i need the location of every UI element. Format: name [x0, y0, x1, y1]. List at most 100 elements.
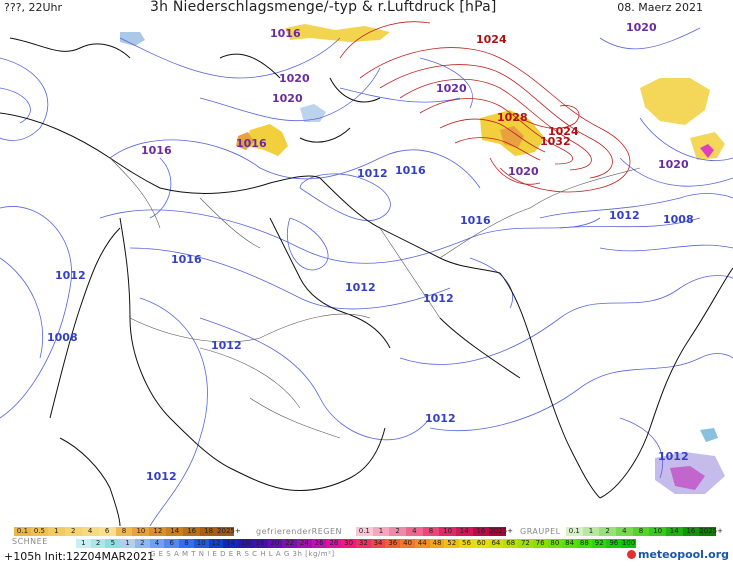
total-scale-step: 48	[429, 539, 445, 548]
snow-scale-step: 12	[149, 527, 167, 536]
graupel-scale-step: 14	[665, 527, 683, 536]
isobar-label: 1012	[423, 292, 454, 305]
total-scale-step: 68	[503, 539, 519, 548]
total-scale-step: 18	[252, 539, 268, 548]
graupel-scale-step: 8	[632, 527, 650, 536]
freezing-rain-scale-step: 16	[472, 527, 490, 536]
total-scale-step: 24	[297, 539, 312, 548]
rain-area	[700, 428, 718, 442]
brand-logo: meteopool.org	[627, 548, 729, 561]
total-scale-label: G E S A M T N I E D E R S C H L A G 3h […	[150, 550, 335, 558]
logo-icon	[627, 550, 636, 559]
total-scale-step: 96	[606, 539, 622, 548]
map-header: ???, 22Uhr 3h Niederschlagsmenge/-typ & …	[0, 0, 733, 18]
total-scale-step: 100	[621, 539, 636, 548]
total-scale-step: 88	[576, 539, 592, 548]
snow-scale-step: 4	[81, 527, 99, 536]
isobar-label: 1012	[146, 470, 177, 483]
snow-scale-step: 14	[166, 527, 184, 536]
isobar-label: 1032	[540, 135, 571, 148]
isobar-label: 1012	[211, 339, 242, 352]
snow-scale-step: 2025+	[217, 527, 241, 536]
graupel-scale-label: GRAUPEL	[520, 527, 561, 536]
model-run-label: +105h Init:12Z04MAR2021	[4, 550, 155, 563]
total-scale-step: 2	[134, 539, 150, 548]
total-scale-step: 12	[208, 539, 224, 548]
freezing-rain-scale-step: 8	[422, 527, 440, 536]
freezing-rain-scale-step: 1	[372, 527, 390, 536]
isobar-label: 1020	[626, 21, 657, 34]
total-scale-step: 92	[591, 539, 607, 548]
total-scale-step: 44	[414, 539, 430, 548]
isobar-label: 1028	[497, 111, 528, 124]
isobar-label: 1016	[141, 144, 172, 157]
graupel-scale-step: 2025+	[699, 527, 723, 536]
total-scale-step: 5	[105, 539, 121, 548]
total-scale-step: 2	[90, 539, 106, 548]
total-scale-step: 20	[267, 539, 283, 548]
brand-name: meteopool.org	[638, 548, 729, 561]
total-scale-step: 34	[370, 539, 386, 548]
freezing-rain-scale-step: 2025+	[489, 527, 513, 536]
freezing-rain-scale-step: 0.1	[356, 527, 373, 536]
isobar-label: 1024	[548, 125, 579, 138]
snow-scale-step: 16	[183, 527, 201, 536]
total-scale-step: 26	[311, 539, 327, 548]
precipitation-legend: 0.1 0.5 1 2 4 6 8 10 12 14 16 18 2025+ SCHNEE gefrie…	[0, 526, 733, 566]
graupel-scale-step: 0.1	[566, 527, 583, 536]
freezing-rain-scale-label: gefrierenderREGEN	[256, 527, 342, 536]
total-scale-step: 32	[355, 539, 371, 548]
freezing-rain-scale-step: 2	[389, 527, 406, 536]
isobar-label: 1016	[460, 214, 491, 227]
isobar-label: 1020	[279, 72, 310, 85]
graupel-scale: 0.1 1 2 4 8 10 14 16 2025+	[566, 527, 723, 536]
total-scale-step: 1	[120, 539, 135, 548]
isobar-label: 1012	[609, 209, 640, 222]
total-scale-step: 76	[532, 539, 548, 548]
isobar-label: 1012	[357, 167, 388, 180]
map-title: 3h Niederschlagsmenge/-typ & r.Luftdruck…	[150, 0, 497, 15]
isobar-label: 1008	[47, 331, 78, 344]
isobar-lines-low	[0, 27, 733, 526]
freezing-rain-scale-step: 10	[439, 527, 456, 536]
isobar-label: 1016	[236, 137, 267, 150]
total-scale-step: 8	[179, 539, 194, 548]
isobar-label: 1024	[476, 33, 507, 46]
valid-time-label: ???, 22Uhr	[4, 1, 63, 14]
isobar-label: 1012	[658, 450, 689, 463]
freezing-rain-scale-step: 4	[405, 527, 423, 536]
snow-scale-step: 1	[47, 527, 65, 536]
total-scale-step: 80	[547, 539, 563, 548]
borders	[109, 157, 641, 439]
total-scale-step: 36	[385, 539, 401, 548]
rain-area	[300, 104, 326, 122]
total-scale-step: 10	[193, 539, 209, 548]
total-scale-step: 14	[223, 539, 239, 548]
total-scale-step: 4	[149, 539, 165, 548]
total-scale-step: 22	[282, 539, 298, 548]
snow-scale-label: SCHNEE	[12, 537, 48, 546]
coastlines	[0, 37, 733, 526]
total-scale-step: 30	[341, 539, 356, 548]
isobar-label: 1008	[663, 213, 694, 226]
total-scale-step: 64	[488, 539, 504, 548]
valid-date: 08. Maerz 2021	[617, 1, 703, 14]
isobar-label: 1012	[55, 269, 86, 282]
snow-scale-step: 10	[132, 527, 150, 536]
total-scale-step: 28	[326, 539, 342, 548]
rain-area	[670, 466, 705, 490]
graupel-scale-step: 16	[682, 527, 700, 536]
isobar-label: 1020	[436, 82, 467, 95]
isobar-label: 1016	[171, 253, 202, 266]
isobar-label: 1020	[508, 165, 539, 178]
snow-scale-step: 0.1	[14, 527, 31, 536]
map-canvas	[0, 21, 733, 526]
rain-area	[120, 32, 145, 46]
total-scale-step: 52	[444, 539, 460, 548]
isobar-label: 1016	[395, 164, 426, 177]
freezing-rain-scale: 0.1 1 2 4 8 10 14 16 2025+	[356, 527, 513, 536]
total-precipitation-scale: 1 2 5 1 2 4 6 8 10 12 14 16 18 20 22 24 26 28 30 32 34 36 40 44…	[76, 539, 636, 548]
isobar-label: 1012	[425, 412, 456, 425]
graupel-scale-step: 10	[649, 527, 666, 536]
snow-area	[285, 24, 390, 42]
